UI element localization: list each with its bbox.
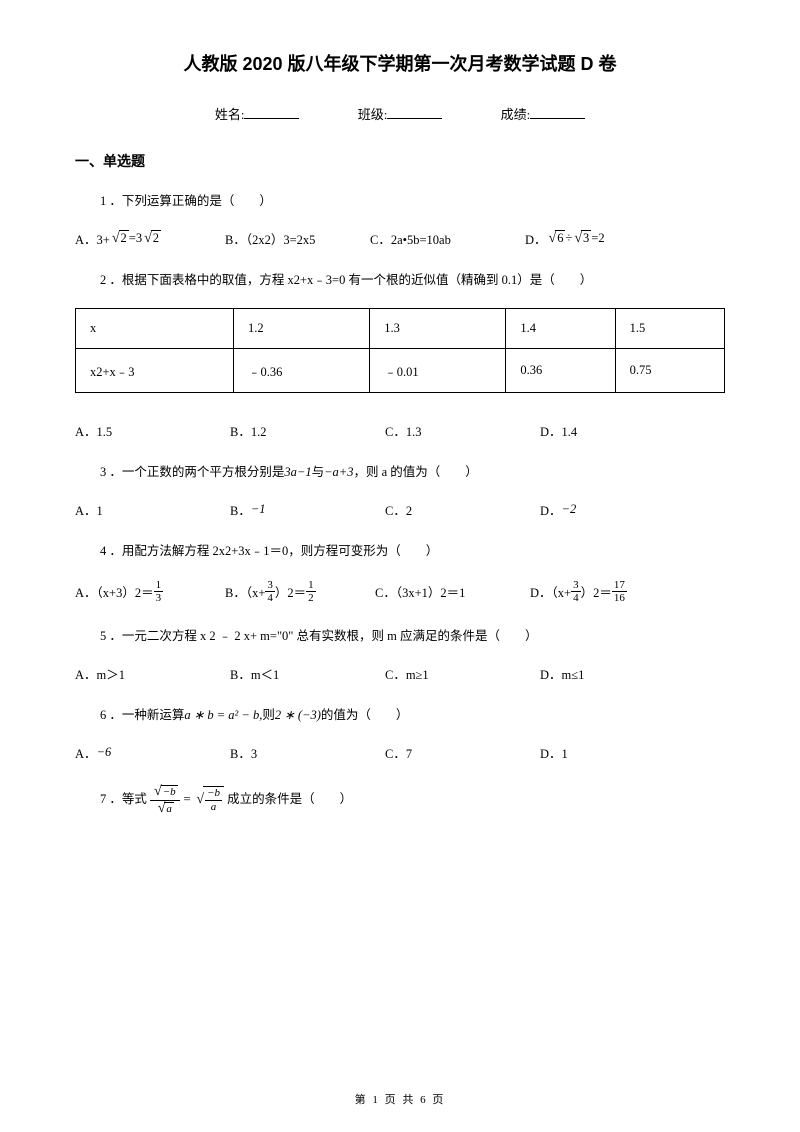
table-row: x2+x﹣3 ﹣0.36 ﹣0.01 0.36 0.75 [76,349,725,393]
q5-d: D．m≤1 [540,664,695,683]
score-label: 成绩: [501,107,531,122]
q1-text: 1 ．下列运算正确的是（ ） [100,191,725,211]
q4-d: D．（x+34）2＝1716 [530,579,680,604]
table-row: x 1.2 1.3 1.4 1.5 [76,309,725,349]
q4-a: A．（x+3）2＝13 [75,579,225,604]
q2-text: 2 ．根据下面表格中的取值，方程 x2+x﹣3=0 有一个根的近似值（精确到 0… [100,270,725,290]
page-footer: 第 1 页 共 6 页 [0,1091,800,1107]
q2-b: B．1.2 [230,421,385,440]
page-title: 人教版 2020 版八年级下学期第一次月考数学试题 D 卷 [75,50,725,76]
q5-b: B．m＜1 [230,664,385,683]
q3-options: A．1 B．−1 C．2 D．−2 [75,500,725,519]
q2-d: D．1.4 [540,421,695,440]
q4-c: C．（3x+1）2＝1 [375,582,530,601]
q1-a: A．3+2=32 [75,229,225,248]
table-cell: x2+x﹣3 [76,349,234,393]
table-cell: 0.36 [506,349,615,393]
q5-options: A．m＞1 B．m＜1 C．m≥1 D．m≤1 [75,664,725,683]
section-title: 一、单选题 [75,151,725,171]
q7-frac1: −b a [150,784,180,816]
q1-d: D．6 ÷ 3=2 [525,229,605,248]
q3-a: A．1 [75,500,230,519]
table-cell: ﹣0.36 [234,349,370,393]
name-label: 姓名: [215,107,245,122]
q5-a: A．m＞1 [75,664,230,683]
table-cell: 1.5 [615,309,724,349]
class-blank [387,118,442,119]
table-cell: 1.2 [234,309,370,349]
table-cell: ﹣0.01 [370,349,506,393]
q4-text: 4 ．用配方法解方程 2x2+3x﹣1＝0，则方程可变形为（ ） [100,541,725,561]
name-blank [244,118,299,119]
q6-c: C．7 [385,743,540,762]
class-label: 班级: [358,107,388,122]
q3-c: C．2 [385,500,540,519]
table-cell: 0.75 [615,349,724,393]
q5-c: C．m≥1 [385,664,540,683]
q6-text: 6 ．一种新运算a ∗ b = a² − b,则2 ∗ (−3)的值为（ ） [100,705,725,725]
q7-sqrt: −ba [194,786,224,812]
q2-c: C．1.3 [385,421,540,440]
score-blank [530,118,585,119]
q6-b: B．3 [230,743,385,762]
table-cell: 1.3 [370,309,506,349]
q4-options: A．（x+3）2＝13 B．（x+34）2＝12 C．（3x+1）2＝1 D．（… [75,579,725,604]
q7-text: 7 ．等式 −b a = −ba 成立的条件是（ ） [100,784,725,816]
q1-b: B．（2x2）3=2x5 [225,229,370,248]
q5-text: 5 ．一元二次方程 x 2 ﹣ 2 x+ m="0" 总有实数根，则 m 应满足… [100,626,725,646]
q1-c: C．2a•5b=10ab [370,229,525,248]
q3-d: D．−2 [540,500,695,519]
q1-options: A．3+2=32 B．（2x2）3=2x5 C．2a•5b=10ab D．6 ÷… [75,229,725,248]
q3-text: 3 ．一个正数的两个平方根分别是3a−1与−a+3，则 a 的值为（ ） [100,462,725,482]
header-fields: 姓名: 班级: 成绩: [75,104,725,123]
q2-options: A．1.5 B．1.2 C．1.3 D．1.4 [75,421,725,440]
q2-a: A．1.5 [75,421,230,440]
q3-b: B．−1 [230,500,385,519]
q6-options: A．−6 B．3 C．7 D．1 [75,743,725,762]
table-cell: x [76,309,234,349]
q6-a: A．−6 [75,743,230,762]
data-table: x 1.2 1.3 1.4 1.5 x2+x﹣3 ﹣0.36 ﹣0.01 0.3… [75,308,725,393]
table-cell: 1.4 [506,309,615,349]
q6-d: D．1 [540,743,695,762]
q4-b: B．（x+34）2＝12 [225,579,375,604]
